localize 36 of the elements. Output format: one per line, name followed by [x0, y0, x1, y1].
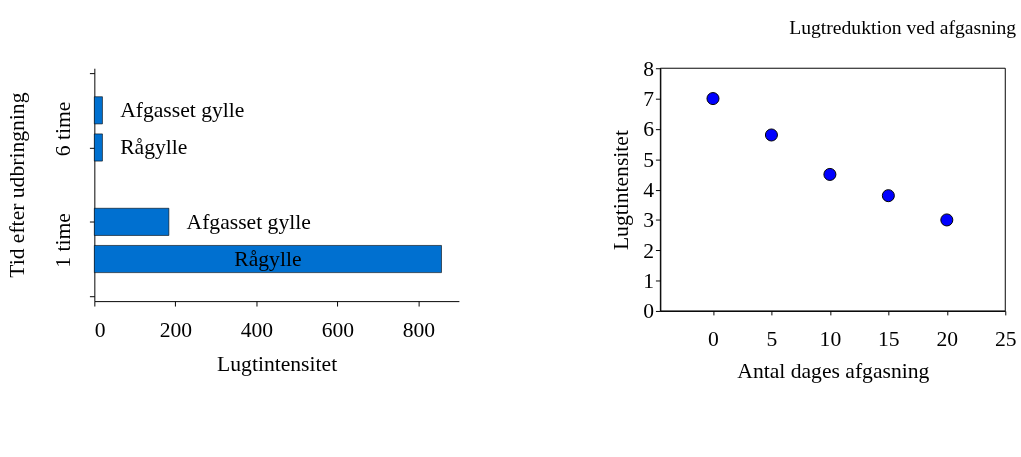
chart-title: Lugtreduktion ved afgasning [789, 15, 1017, 38]
x-tick-label: 5 [766, 326, 778, 351]
y-tick-label: 4 [643, 177, 655, 202]
x-tick-label: 0 [94, 318, 106, 342]
x-tick-label: 800 [402, 318, 436, 342]
text: 1 time [50, 213, 75, 268]
y-axis-title: Lugtintensitet [609, 130, 634, 251]
x-tick-label: 25 [994, 326, 1017, 351]
point [881, 189, 895, 203]
x-axis-title: Antal dages afgasning [737, 359, 930, 384]
y-tick-label: 1 [643, 268, 654, 293]
y-tick-label: 6 [643, 117, 655, 142]
x-tick-label: 0 [708, 326, 719, 351]
point [940, 213, 954, 227]
point [706, 92, 720, 106]
y-tick-label: 2 [643, 238, 654, 263]
y-tick-label: 7 [643, 86, 655, 111]
y-tick-label: 0 [643, 299, 654, 324]
y-tick-label: Afgasset gylle [120, 98, 245, 123]
y-tick-label: Afgasset gylle [186, 209, 311, 234]
text: 6 time [50, 101, 75, 157]
x-axis-title: Lugtintensitet [217, 352, 338, 377]
y-tick-label: 8 [643, 56, 654, 81]
point [823, 167, 837, 181]
y-tick-label: 3 [643, 208, 654, 233]
y-tick-label: 5 [643, 147, 654, 172]
x-tick-label: 200 [159, 318, 193, 342]
x-tick-label: 600 [321, 318, 355, 342]
y-tick-label: Rågylle [234, 246, 302, 271]
x-tick-label: 15 [878, 326, 900, 351]
point [764, 128, 778, 142]
x-tick-label: 20 [936, 326, 959, 351]
x-tick-label: 400 [240, 318, 274, 342]
x-tick-label: 10 [819, 326, 842, 351]
y-tick-label: Rågylle [120, 135, 188, 160]
y-axis-title: Tid efter udbringning [4, 92, 29, 278]
